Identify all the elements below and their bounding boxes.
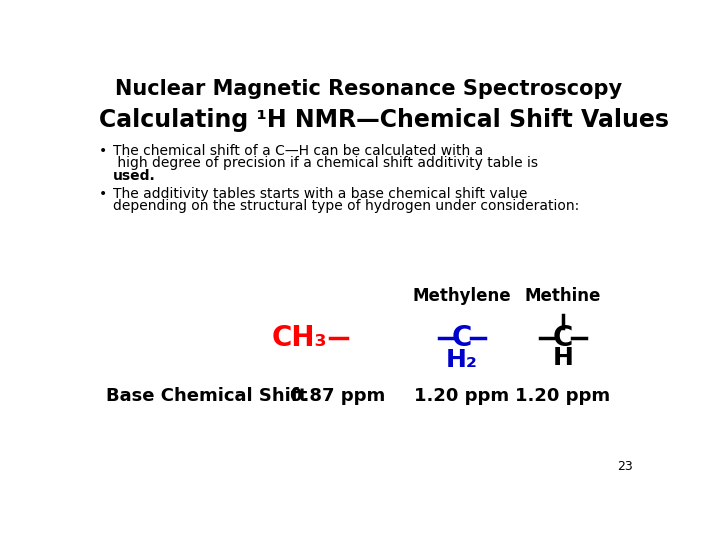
Text: 1.20 ppm: 1.20 ppm bbox=[415, 387, 510, 405]
Text: H₂: H₂ bbox=[446, 348, 478, 372]
Text: The chemical shift of a C—H can be calculated with a: The chemical shift of a C—H can be calcu… bbox=[113, 144, 484, 158]
Text: Base Chemical Shift: Base Chemical Shift bbox=[106, 387, 307, 405]
Text: 1.20 ppm: 1.20 ppm bbox=[516, 387, 611, 405]
Text: •: • bbox=[99, 187, 107, 201]
Text: Calculating ¹H NMR—Chemical Shift Values: Calculating ¹H NMR—Chemical Shift Values bbox=[99, 108, 670, 132]
Text: •: • bbox=[99, 144, 107, 158]
Text: Methylene: Methylene bbox=[413, 287, 511, 305]
Text: C: C bbox=[452, 324, 472, 352]
Text: H: H bbox=[552, 346, 573, 370]
Text: CH₃: CH₃ bbox=[271, 324, 327, 352]
Text: depending on the structural type of hydrogen under consideration:: depending on the structural type of hydr… bbox=[113, 199, 580, 213]
Text: Nuclear Magnetic Resonance Spectroscopy: Nuclear Magnetic Resonance Spectroscopy bbox=[115, 79, 623, 99]
Text: The additivity tables starts with a base chemical shift value: The additivity tables starts with a base… bbox=[113, 187, 528, 201]
Text: 23: 23 bbox=[617, 460, 632, 473]
Text: high degree of precision if a chemical shift additivity table is: high degree of precision if a chemical s… bbox=[113, 157, 539, 170]
Text: Methine: Methine bbox=[525, 287, 601, 305]
Text: used.: used. bbox=[113, 168, 156, 183]
Text: 0.87 ppm: 0.87 ppm bbox=[289, 387, 385, 405]
Text: C: C bbox=[552, 324, 573, 352]
